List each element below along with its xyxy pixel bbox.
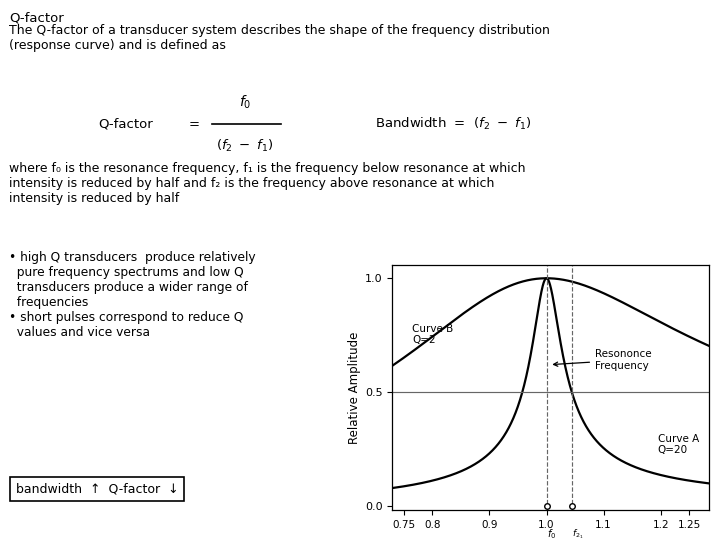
Text: where f₀ is the resonance frequency, f₁ is the frequency below resonance at whic: where f₀ is the resonance frequency, f₁ … xyxy=(9,162,526,205)
Y-axis label: Relative Amplitude: Relative Amplitude xyxy=(348,331,361,444)
Text: The Q-factor of a transducer system describes the shape of the frequency distrib: The Q-factor of a transducer system desc… xyxy=(9,24,550,52)
Text: Bandwidth  =  $(f_2\ -\ f_1)$: Bandwidth = $(f_2\ -\ f_1)$ xyxy=(375,116,532,132)
Text: • high Q transducers  produce relatively
  pure frequency spectrums and low Q
  : • high Q transducers produce relatively … xyxy=(9,251,256,339)
Text: Q-factor: Q-factor xyxy=(99,118,153,131)
Text: Q-factor: Q-factor xyxy=(9,12,64,25)
Text: bandwidth  ↑  Q-factor  ↓: bandwidth ↑ Q-factor ↓ xyxy=(16,482,179,495)
Text: $f_0$: $f_0$ xyxy=(546,528,556,540)
Text: =: = xyxy=(189,118,200,131)
Text: $(f_2\ -\ f_1)$: $(f_2\ -\ f_1)$ xyxy=(216,138,274,154)
Text: $f_{2_1}$: $f_{2_1}$ xyxy=(572,528,583,540)
Text: $f_0$: $f_0$ xyxy=(238,94,251,111)
Text: Curve A
Q=20: Curve A Q=20 xyxy=(658,434,699,455)
Text: Resononce
Frequency: Resononce Frequency xyxy=(554,349,652,371)
Text: Curve B
Q=2: Curve B Q=2 xyxy=(413,324,454,346)
